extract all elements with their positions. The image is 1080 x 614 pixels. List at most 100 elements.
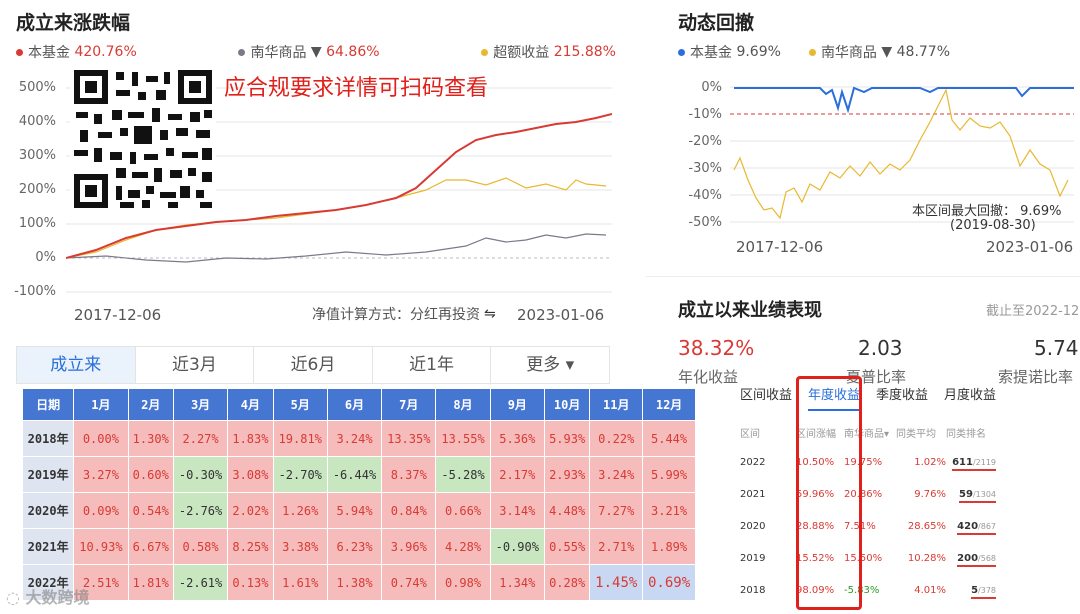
tab-1y[interactable]: 近1年	[373, 347, 492, 383]
dropdown-arrow-icon[interactable]: ▼	[310, 44, 322, 60]
tab-more[interactable]: 更多 ▾	[491, 347, 609, 383]
left-chart-title: 成立来涨跌幅	[16, 12, 131, 34]
cell-month-return: 3.27%	[73, 456, 129, 493]
th-index[interactable]: 南华商品▾	[844, 418, 896, 446]
tab-6m[interactable]: 近6月	[254, 347, 373, 383]
cell-month-return: 2.17%	[489, 456, 545, 493]
max-dd-value: 9.69%	[1020, 204, 1062, 219]
calc-method[interactable]: 净值计算方式：分红再投资 ⇋	[312, 304, 496, 324]
cell-month-return: 6.67%	[127, 528, 174, 565]
subtab-quarterly[interactable]: 季度收益	[876, 388, 929, 403]
legend-index-dd[interactable]: 南华商品 ▼ 48.77%	[808, 42, 950, 62]
tab-more-label: 更多	[526, 355, 561, 375]
table-row: 2019 15.52% 15.50% 10.28% 200/568	[740, 542, 996, 574]
index-dd-line	[733, 88, 1069, 220]
cell-period: 2022	[740, 456, 766, 468]
subtab-annual[interactable]: 年度收益	[808, 384, 861, 411]
qr-code	[70, 66, 216, 212]
legend-fund-dd[interactable]: 本基金 9.69%	[678, 42, 781, 62]
cell-month-return: 0.09%	[73, 492, 129, 529]
cell-year: 2020年	[21, 492, 75, 529]
calendar-body: 2018年 0.00% 1.30% 2.27% 1.83% 19.81% 3.24% 13.3…	[21, 420, 696, 601]
th-month: 2月	[127, 388, 174, 421]
cell-month-return: 1.89%	[642, 528, 696, 565]
left-chart-legend: 本基金 420.76% 南华商品 ▼ 64.86% 超额收益 215.88%	[16, 42, 616, 62]
rank-total: /568	[978, 553, 996, 563]
cell-month-return: 3.14%	[489, 492, 545, 529]
cell-return: 15.52%	[796, 552, 835, 564]
cell-month-return: 1.83%	[227, 420, 274, 457]
rank-total: /378	[978, 585, 996, 595]
tab-3m[interactable]: 近3月	[136, 347, 255, 383]
cell-period: 2020	[740, 520, 766, 532]
max-dd-label: 本区间最大回撤：	[912, 204, 1017, 219]
cell-month-return: 3.24%	[326, 420, 383, 457]
legend-excess[interactable]: 超额收益 215.88%	[481, 42, 616, 62]
cell-month-return: 4.28%	[435, 528, 491, 565]
tab-since-inception[interactable]: 成立来	[17, 347, 136, 383]
cell-month-return: 0.84%	[381, 492, 437, 529]
cell-month-return: -6.44%	[326, 456, 383, 493]
monthly-returns-table: 日期 1月 2月 3月 4月 5月 6月 7月 8月 9月 10月 11月 12月 2018年 0.00%…	[21, 388, 696, 601]
y-tick: 400%	[18, 114, 56, 129]
table-header-row: 区间 区间涨幅 南华商品▾ 同类平均 同类排名	[740, 418, 996, 446]
cell-month-return: 5.36%	[489, 420, 545, 457]
rank-value: 200	[957, 552, 979, 564]
th-date: 日期	[21, 388, 75, 421]
legend-label: 本基金	[690, 45, 732, 61]
legend-dot-icon	[16, 48, 23, 56]
th-index-label: 南华商品	[844, 428, 884, 440]
as-of-date: 截止至2022-12	[986, 304, 1080, 319]
cell-return: 59.96%	[796, 488, 835, 500]
th-month: 7月	[381, 388, 437, 421]
cell-month-return: 0.13%	[227, 564, 274, 601]
cell-month-return: 19.81%	[272, 420, 328, 457]
cell-avg: 9.76%	[914, 488, 946, 500]
cell-month-return: 2.71%	[589, 528, 644, 565]
cell-avg: 28.65%	[907, 520, 946, 532]
table-row: 2020 28.88% 7.51% 28.65% 420/867	[740, 510, 996, 542]
cell-month-return: 1.30%	[127, 420, 174, 457]
cell-month-return: 1.61%	[272, 564, 328, 601]
cell-rank: 611/2119	[946, 446, 996, 478]
legend-fund[interactable]: 本基金 420.76%	[16, 42, 137, 62]
cell-month-return: 2.02%	[227, 492, 274, 529]
y-tick: -30%	[688, 161, 722, 176]
th-month: 12月	[642, 388, 696, 421]
subtab-interval[interactable]: 区间收益	[740, 388, 793, 403]
cell-month-return: 2.51%	[73, 564, 129, 601]
kpi-annual-return: 38.32%	[678, 336, 755, 360]
cell-month-return: 13.55%	[435, 420, 491, 457]
cell-return: 98.09%	[796, 584, 835, 596]
cell-index: 19.75%	[844, 456, 883, 468]
calendar-header-row: 日期 1月 2月 3月 4月 5月 6月 7月 8月 9月 10月 11月 12月	[21, 388, 696, 421]
rank-value: 611	[952, 456, 973, 468]
kpi-annual-return-label: 年化收益	[678, 368, 739, 386]
legend-dot-icon	[238, 48, 246, 56]
cell-month-return: 0.60%	[127, 456, 174, 493]
kpi-sharpe: 2.03	[858, 336, 903, 360]
legend-value: 420.76%	[74, 44, 137, 60]
legend-index[interactable]: 南华商品 ▼ 64.86%	[238, 42, 380, 62]
rank-total: /2119	[972, 457, 996, 467]
cell-month-return: 2.93%	[543, 456, 591, 493]
cell-month-return: 3.08%	[227, 456, 274, 493]
table-row: 2018 98.09% -5.83% 4.01% 5/378	[740, 574, 996, 606]
dropdown-arrow-icon[interactable]: ▼	[881, 44, 893, 60]
th-month: 3月	[172, 388, 229, 421]
y-tick: 200%	[18, 182, 56, 197]
cell-rank: 5/378	[946, 574, 996, 606]
cell-rank: 420/867	[946, 510, 996, 542]
y-tick: 0%	[701, 80, 722, 95]
cell-month-return: 1.45%	[589, 564, 644, 601]
watermark-logo-icon: ◌	[6, 588, 20, 607]
th-month: 5月	[272, 388, 328, 421]
th-month: 8月	[435, 388, 491, 421]
legend-label: 南华商品	[820, 45, 877, 61]
divider	[646, 276, 1080, 277]
subtab-monthly[interactable]: 月度收益	[944, 388, 997, 403]
cell-avg: 10.28%	[907, 552, 946, 564]
switch-arrows-icon[interactable]: ⇋	[484, 306, 496, 322]
th-month: 10月	[543, 388, 591, 421]
th-avg: 同类平均	[896, 428, 936, 440]
